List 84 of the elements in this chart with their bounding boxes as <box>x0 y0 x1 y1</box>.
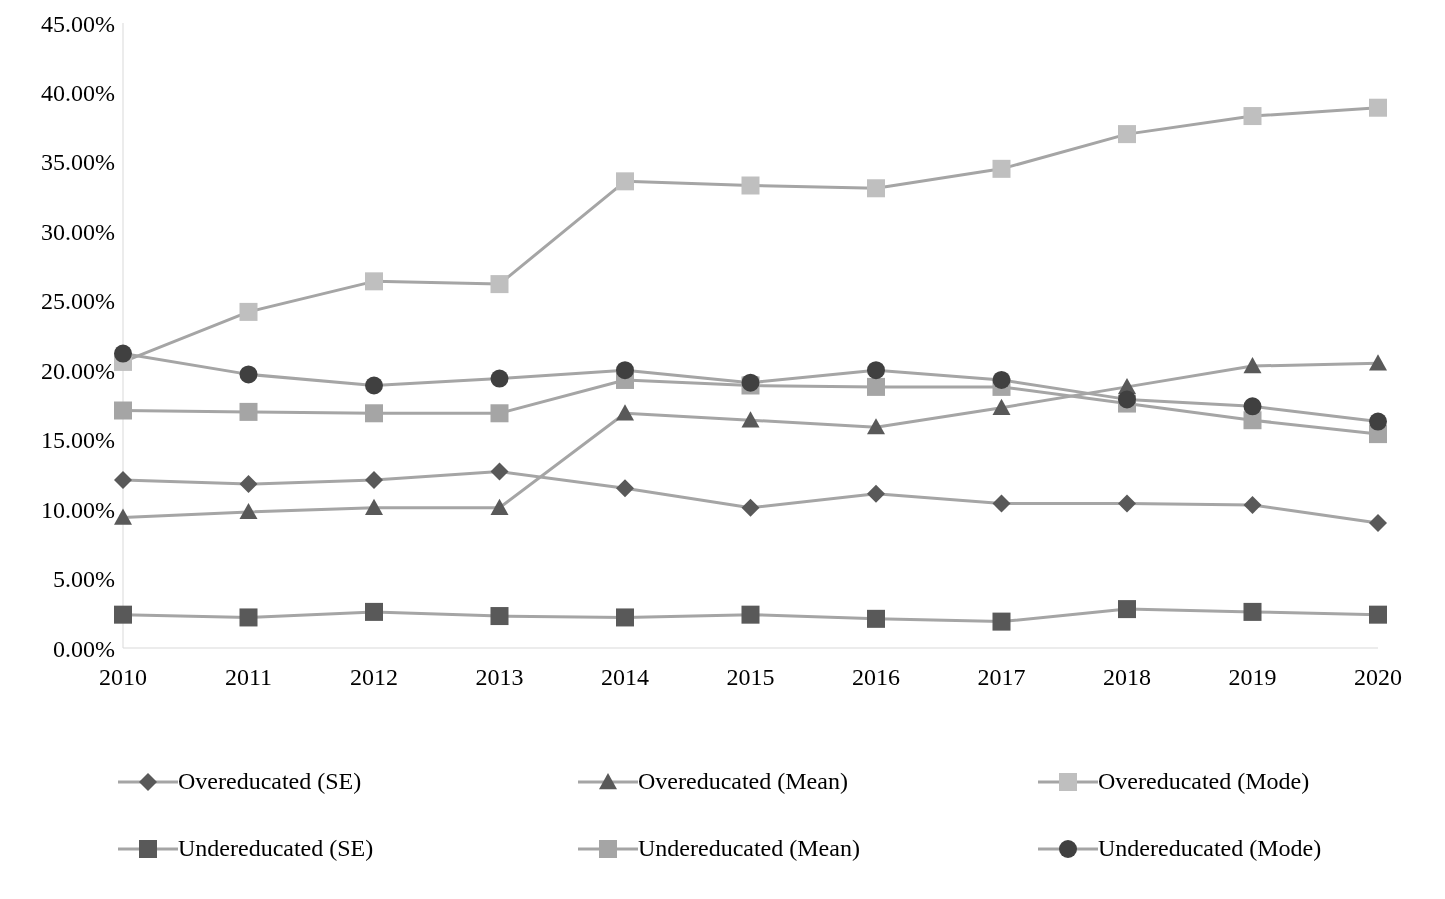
x-tick-label: 2016 <box>852 664 900 691</box>
point <box>867 179 885 198</box>
point <box>490 498 509 515</box>
x-tick-label: 2019 <box>1228 664 1277 691</box>
point <box>1118 390 1136 409</box>
legend-label: Overeducated (Mean) <box>638 768 848 795</box>
point <box>490 275 509 294</box>
point <box>114 344 132 363</box>
point <box>616 361 634 380</box>
point <box>867 361 885 380</box>
y-tick-label: 0.00% <box>53 635 115 662</box>
x-tick-label: 2013 <box>475 664 524 691</box>
point <box>239 365 258 384</box>
point <box>1243 107 1262 126</box>
y-tick-label: 35.00% <box>41 149 115 176</box>
point <box>1243 602 1262 621</box>
legend-label: Undereducated (SE) <box>178 835 374 862</box>
x-tick-label: 2017 <box>977 664 1026 691</box>
point <box>1243 397 1262 416</box>
y-tick-label: 10.00% <box>41 496 115 523</box>
point <box>867 377 885 396</box>
y-tick-label: 20.00% <box>41 357 115 384</box>
point <box>1243 357 1262 374</box>
point <box>114 508 132 525</box>
point <box>365 602 383 621</box>
point <box>1369 605 1387 624</box>
point <box>239 608 258 627</box>
point <box>365 404 383 423</box>
y-tick-label: 45.00% <box>41 10 115 37</box>
point <box>616 479 634 498</box>
x-tick-label: 2011 <box>224 664 273 691</box>
point <box>867 418 885 435</box>
point <box>490 369 509 388</box>
point <box>1243 495 1262 514</box>
point <box>616 404 634 421</box>
x-tick-label: 2014 <box>601 664 649 691</box>
point <box>1118 494 1136 513</box>
point <box>992 612 1011 631</box>
point <box>365 376 383 395</box>
point <box>365 498 383 515</box>
point <box>992 398 1011 415</box>
y-tick-label: 5.00% <box>53 566 115 593</box>
legend-label: Undereducated (Mean) <box>638 835 860 862</box>
point <box>616 608 634 627</box>
point <box>741 605 760 624</box>
point <box>365 470 383 489</box>
point <box>114 470 132 489</box>
point <box>867 609 885 628</box>
point <box>867 484 885 503</box>
point <box>1118 125 1136 144</box>
point <box>239 502 258 520</box>
x-tick-label: 2012 <box>350 664 398 691</box>
y-tick-label: 15.00% <box>41 427 115 454</box>
x-tick-label: 2018 <box>1103 664 1151 691</box>
point <box>239 402 258 421</box>
y-tick-label: 25.00% <box>41 288 115 315</box>
point <box>1369 98 1387 117</box>
point <box>239 302 258 321</box>
point <box>1369 412 1387 431</box>
point <box>992 370 1011 389</box>
legend-label: Overeducated (SE) <box>178 768 362 795</box>
point <box>239 475 258 494</box>
x-tick-label: 2020 <box>1354 664 1402 691</box>
point <box>490 462 509 481</box>
point <box>992 494 1011 513</box>
point <box>1369 354 1387 371</box>
point <box>741 498 760 517</box>
point <box>741 176 760 195</box>
point <box>365 272 383 291</box>
legend-label: Overeducated (Mode) <box>1098 768 1310 795</box>
point <box>490 607 509 626</box>
point <box>490 404 509 423</box>
point <box>114 605 132 624</box>
point <box>992 159 1011 178</box>
point <box>616 172 634 191</box>
point <box>114 401 132 420</box>
y-tick-label: 40.00% <box>41 79 115 106</box>
point <box>1369 514 1387 532</box>
y-tick-label: 30.00% <box>41 218 115 245</box>
x-tick-label: 2015 <box>726 664 775 691</box>
point <box>741 411 760 428</box>
point <box>1118 600 1136 619</box>
x-tick-label: 2010 <box>99 664 147 691</box>
legend-label: Undereducated (Mode) <box>1098 835 1322 862</box>
